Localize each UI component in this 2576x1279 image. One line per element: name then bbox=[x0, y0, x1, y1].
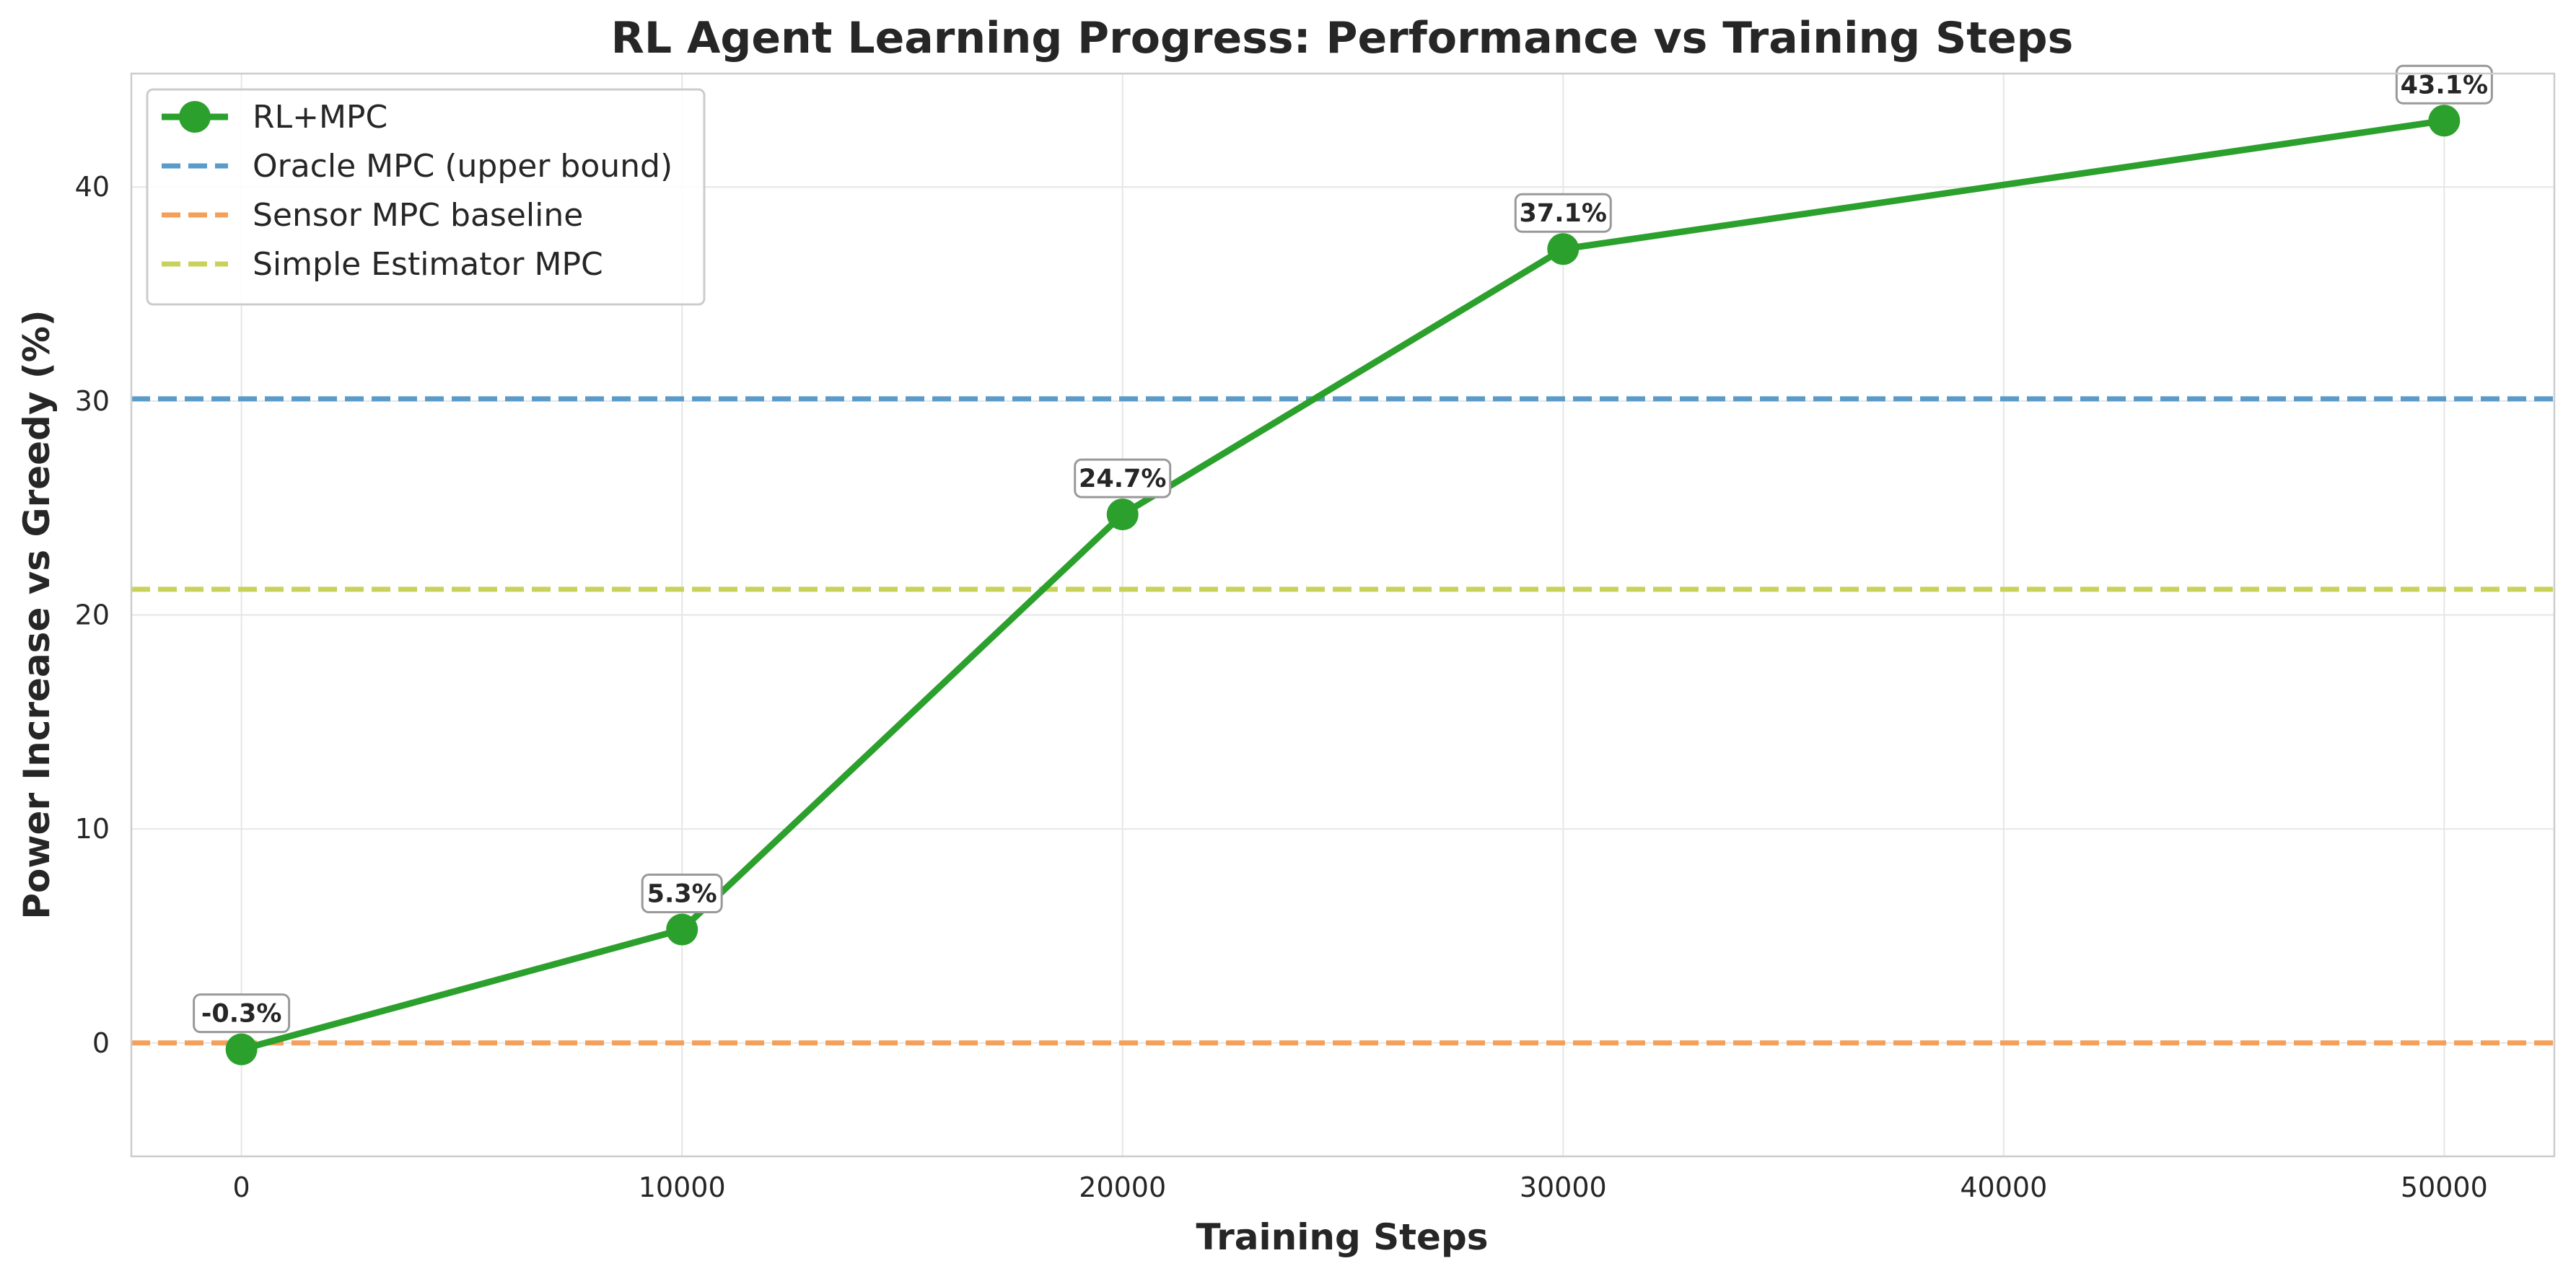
data-point bbox=[666, 913, 698, 946]
x-tick-label: 20000 bbox=[1079, 1172, 1166, 1203]
data-label: 43.1% bbox=[2401, 71, 2488, 100]
reference-lines bbox=[131, 396, 2554, 1046]
data-label-box bbox=[641, 874, 723, 914]
data-point bbox=[225, 1033, 258, 1065]
x-tick-label: 10000 bbox=[639, 1172, 726, 1203]
data-label: 37.1% bbox=[1520, 199, 1607, 228]
chart-title: RL Agent Learning Progress: Performance … bbox=[611, 13, 2074, 63]
legend-label: RL+MPC bbox=[253, 99, 387, 136]
data-label: 24.7% bbox=[1079, 465, 1166, 493]
y-tick-label: 30 bbox=[75, 385, 110, 417]
data-label-box bbox=[1074, 458, 1172, 498]
legend-swatch-marker bbox=[179, 101, 211, 133]
y-tick-label: 10 bbox=[75, 813, 110, 845]
data-label: -0.3% bbox=[201, 1000, 282, 1029]
y-tick-label: 40 bbox=[75, 171, 110, 203]
legend-label: Sensor MPC baseline bbox=[253, 197, 583, 234]
legend: RL+MPC Oracle MPC (upper bound) Sensor MPC… bbox=[146, 88, 706, 306]
y-axis-label: Power Increase vs Greedy (%) bbox=[16, 309, 58, 919]
data-labels: -0.3% 5.3% 24.7% 37.1% 43.1% bbox=[193, 64, 2493, 1034]
y-tick-label: 20 bbox=[75, 599, 110, 631]
legend-frame bbox=[146, 88, 706, 306]
data-point bbox=[1547, 233, 1580, 265]
data-label-box bbox=[1514, 193, 1612, 233]
data-point bbox=[1106, 498, 1139, 531]
x-axis-label: Training Steps bbox=[1196, 1216, 1488, 1258]
x-tick-label: 0 bbox=[233, 1172, 250, 1203]
x-tick-label: 50000 bbox=[2401, 1172, 2488, 1203]
data-label-box bbox=[2395, 64, 2493, 105]
x-tick-label: 40000 bbox=[1960, 1172, 2047, 1203]
tick-labels: 0 10000 20000 30000 40000 50000 0 10 20 30 40 bbox=[75, 171, 2488, 1203]
data-label-box bbox=[193, 993, 291, 1034]
data-label: 5.3% bbox=[647, 880, 717, 909]
x-tick-label: 30000 bbox=[1520, 1172, 1607, 1203]
legend-label: Oracle MPC (upper bound) bbox=[253, 148, 673, 185]
data-point bbox=[2428, 105, 2461, 137]
series bbox=[225, 105, 2461, 1065]
legend-label: Simple Estimator MPC bbox=[253, 246, 603, 283]
plot-frame bbox=[130, 72, 2556, 1158]
y-tick-label: 0 bbox=[92, 1027, 110, 1059]
